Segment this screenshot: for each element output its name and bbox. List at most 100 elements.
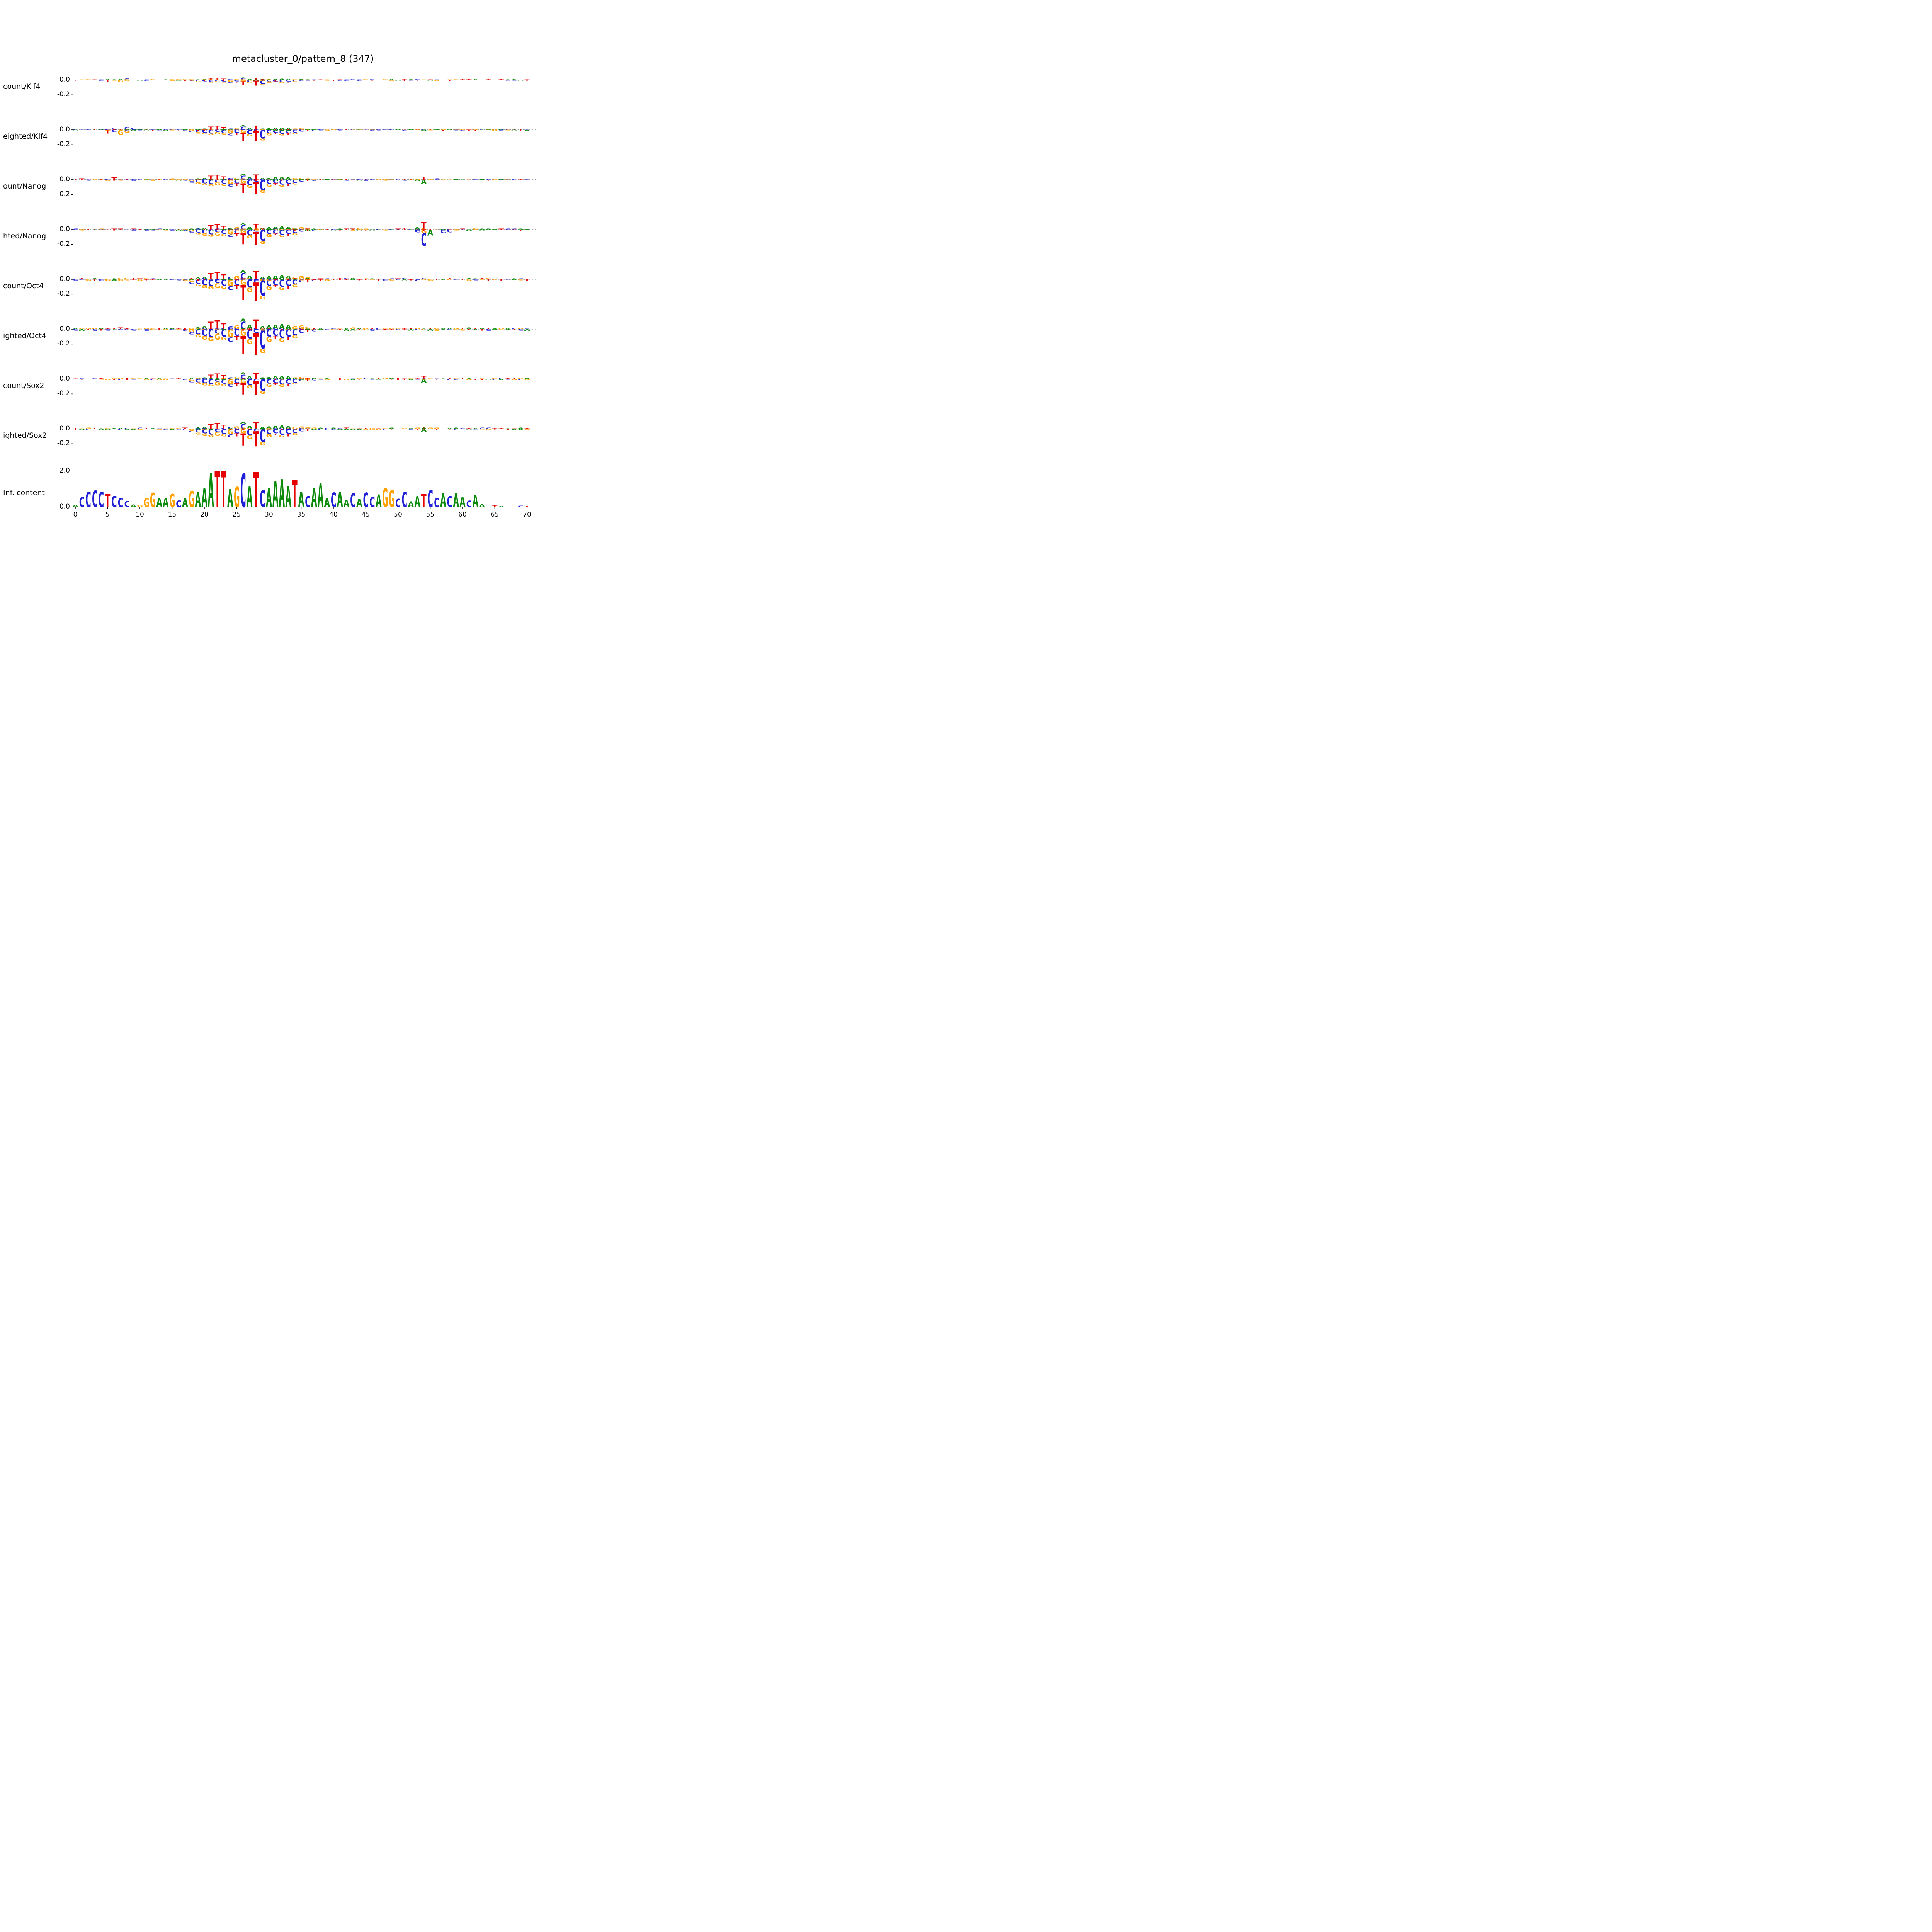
logo-letter-G: G	[517, 279, 524, 281]
logo-letter-A: A	[240, 125, 247, 127]
logo-letter-T: T	[253, 378, 259, 379]
logo-letter-G: G	[214, 428, 220, 429]
logo-letter-C: C	[208, 278, 214, 289]
logo-letter-G: G	[298, 227, 304, 230]
logo-letter-A: A	[285, 226, 291, 230]
logo-letter-A: A	[285, 274, 291, 281]
logo-letter-C: C	[208, 378, 214, 386]
logo-letter-G: G	[363, 79, 369, 80]
logo-letter-T: T	[208, 126, 214, 131]
logo-letter-G: G	[240, 427, 246, 429]
logo-letter-A: A	[376, 491, 382, 511]
logo-letter-C: C	[227, 276, 233, 280]
logo-letter-A: A	[318, 427, 324, 429]
logo-letter-G: G	[92, 179, 98, 180]
logo-letter-C: C	[221, 327, 227, 339]
logo-letter-G: G	[440, 429, 446, 430]
logo-letter-A: A	[324, 378, 330, 379]
logo-letter-G: G	[163, 179, 169, 180]
logo-letter-G: G	[505, 179, 511, 180]
logo-letter-A: A	[524, 229, 531, 230]
logo-letter-T: T	[214, 318, 220, 332]
logo-letter-A: A	[247, 481, 253, 514]
logo-letter-C: C	[227, 233, 233, 238]
logo-letter-A: A	[479, 179, 485, 180]
logo-letter-C: C	[124, 126, 130, 131]
logo-letter-C: C	[195, 129, 201, 133]
logo-letter-G: G	[234, 229, 240, 231]
logo-letter-A: A	[472, 79, 479, 80]
logo-letter-T: T	[240, 380, 246, 398]
logo-letter-A: A	[492, 329, 498, 330]
logo-letter-G: G	[137, 504, 143, 508]
logo-letter-T: T	[253, 463, 259, 519]
logo-letter-C: C	[221, 80, 227, 82]
logo-letter-G: G	[453, 329, 459, 330]
logo-letter-T: T	[240, 431, 246, 450]
logo-letter-A: A	[98, 428, 105, 429]
logo-letter-G: G	[298, 275, 304, 280]
logo-letter-C: C	[150, 179, 156, 180]
logo-letter-C: C	[292, 328, 298, 337]
logo-letter-T: T	[124, 328, 130, 329]
logo-letter-C: C	[208, 80, 214, 81]
logo-letter-C: C	[150, 278, 156, 280]
logo-letter-C: C	[337, 130, 343, 131]
logo-letter-G: G	[182, 179, 188, 180]
row-label-5: ighted/Oct4	[3, 332, 46, 340]
logo-letter-G: G	[214, 381, 220, 387]
logo-letter-A: A	[285, 376, 291, 380]
logo-letter-G: G	[304, 228, 311, 230]
logo-letter-C: C	[85, 179, 91, 181]
logo-letter-T: T	[324, 229, 330, 230]
logo-letter-C: C	[72, 329, 78, 331]
logo-letter-A: A	[221, 279, 227, 280]
logo-letter-T: T	[408, 328, 414, 330]
logo-letter-C: C	[285, 428, 291, 436]
logo-letter-A: A	[272, 129, 279, 131]
logo-letter-C: C	[143, 229, 150, 231]
logo-letter-A: A	[259, 177, 266, 180]
logo-letter-A: A	[266, 229, 272, 230]
logo-letter-A: A	[466, 429, 473, 430]
logo-letter-T: T	[304, 429, 311, 430]
logo-letter-G: G	[240, 428, 246, 435]
logo-letter-G: G	[292, 426, 298, 429]
logo-letter-A: A	[182, 130, 189, 131]
logo-letter-A: A	[234, 179, 240, 180]
logo-letter-C: C	[227, 325, 233, 330]
logo-letter-T: T	[421, 429, 427, 430]
logo-letter-C: C	[330, 488, 337, 512]
logo-letter-A: A	[511, 429, 518, 430]
logo-letter-G: G	[195, 382, 201, 385]
logo-letter-C: C	[214, 429, 220, 430]
logo-letter-T: T	[143, 279, 150, 281]
logo-letter-C: C	[208, 229, 214, 230]
logo-letter-C: C	[150, 229, 156, 231]
logo-letter-A: A	[195, 228, 201, 230]
logo-letter-G: G	[266, 429, 272, 430]
logo-letter-G: G	[195, 328, 201, 330]
logo-letter-G: G	[117, 130, 124, 131]
logo-letter-C: C	[395, 279, 401, 280]
logo-letter-T: T	[408, 279, 414, 281]
logo-letter-C: C	[234, 329, 240, 331]
logo-letter-A: A	[427, 80, 434, 81]
logo-letter-A: A	[298, 179, 305, 180]
logo-letter-T: T	[175, 378, 182, 379]
logo-letter-G: G	[234, 227, 240, 230]
logo-letter-G: G	[208, 184, 214, 187]
logo-letter-G: G	[137, 329, 143, 331]
logo-letter-G: G	[311, 379, 317, 380]
logo-letter-T: T	[524, 80, 530, 81]
logo-letter-C: C	[182, 329, 188, 332]
logo-letter-G: G	[311, 179, 317, 180]
logo-letter-G: G	[221, 183, 227, 187]
logo-letter-A: A	[388, 79, 395, 80]
logo-letter-T: T	[421, 176, 427, 181]
logo-letter-G: G	[388, 279, 395, 281]
logo-letter-G: G	[227, 130, 233, 131]
logo-letter-G: G	[318, 378, 324, 379]
logo-letter-C: C	[221, 129, 227, 134]
